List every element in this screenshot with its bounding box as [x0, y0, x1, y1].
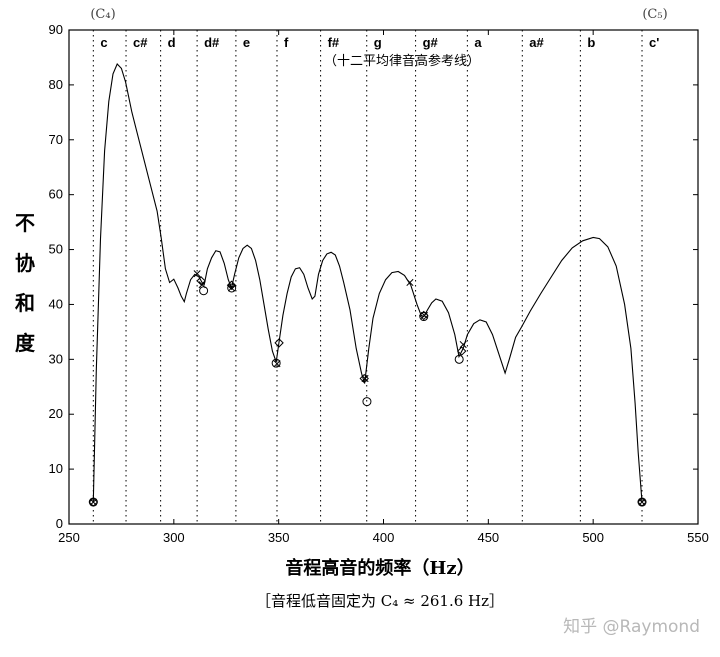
note-label: c# — [133, 35, 148, 50]
diamond-marker — [637, 497, 647, 507]
watermark: 知乎 @Raymond — [563, 617, 700, 637]
y-tick-label: 70 — [49, 132, 63, 147]
circle-marker — [271, 358, 281, 368]
y-tick-label: 10 — [49, 461, 63, 476]
note-label: a# — [529, 35, 544, 50]
note-label: e — [243, 35, 250, 50]
x-tick-label: 550 — [687, 530, 709, 545]
circle-marker — [227, 283, 237, 293]
x-marker — [227, 284, 236, 292]
x-tick-label: 500 — [582, 530, 604, 545]
y-tick-label: 30 — [49, 351, 63, 366]
x-marker — [420, 311, 428, 319]
axis-ticks: 250 300 350 400 450 500 550 0 10 20 30 40 50 60 70 80 90 — [49, 22, 709, 545]
note-label: d — [168, 35, 176, 50]
diamond-marker — [456, 346, 467, 356]
reference-caption: （十二平均律音高参考线） — [324, 53, 480, 69]
circle-marker — [419, 312, 429, 322]
note-label: f — [284, 35, 289, 50]
y-tick-label: 20 — [49, 406, 63, 421]
reference-lines — [92, 30, 643, 524]
note-label: c' — [649, 35, 659, 50]
diamond-marker — [274, 338, 284, 348]
x-marker — [198, 281, 206, 289]
x-tick-label: 450 — [477, 530, 499, 545]
x-marker — [459, 340, 467, 349]
y-tick-label: 40 — [49, 296, 63, 311]
x-marker — [89, 498, 97, 506]
x-tick-label: 350 — [268, 530, 290, 545]
note-label: f# — [328, 35, 340, 50]
x-marker — [273, 360, 281, 368]
x-marker — [406, 278, 414, 287]
note-label: g# — [423, 35, 439, 50]
plot-frame — [68, 29, 699, 525]
x-tick-label: 250 — [58, 530, 80, 545]
x-marker — [361, 374, 369, 383]
circle-marker — [454, 354, 464, 364]
circle-marker — [362, 397, 372, 407]
note-label: d# — [204, 35, 220, 50]
note-label: c — [100, 35, 107, 50]
note-labels: c c# d d# e f f# g g# a a# b c' — [100, 35, 659, 50]
low-note-caption: ［音程低音固定为 C₄ ≈ 261.6 Hz］ — [256, 592, 504, 610]
dissonance-curve — [92, 63, 643, 503]
x-tick-label: 300 — [163, 530, 185, 545]
edge-note-left: (C₄) — [90, 7, 115, 22]
diamond-marker — [196, 276, 206, 286]
diamond-marker — [226, 280, 237, 290]
x-marker — [638, 498, 646, 506]
edge-note-right: (C₅) — [642, 7, 667, 22]
x-axis-label: 音程高音的频率（Hz） — [285, 557, 474, 579]
y-tick-label: 0 — [56, 516, 63, 531]
y-tick-label: 80 — [49, 77, 63, 92]
note-label: g — [374, 35, 382, 50]
y-tick-label: 60 — [49, 187, 63, 202]
y-tick-label: 90 — [49, 22, 63, 37]
circle-marker — [199, 286, 209, 296]
note-label: b — [587, 35, 595, 50]
data-markers — [88, 270, 647, 507]
diamond-marker — [88, 497, 99, 507]
y-axis-label: 不协和度 — [15, 211, 36, 355]
x-tick-label: 400 — [373, 530, 395, 545]
note-label: a — [474, 35, 482, 50]
y-tick-label: 50 — [49, 242, 63, 257]
x-marker — [193, 270, 201, 278]
